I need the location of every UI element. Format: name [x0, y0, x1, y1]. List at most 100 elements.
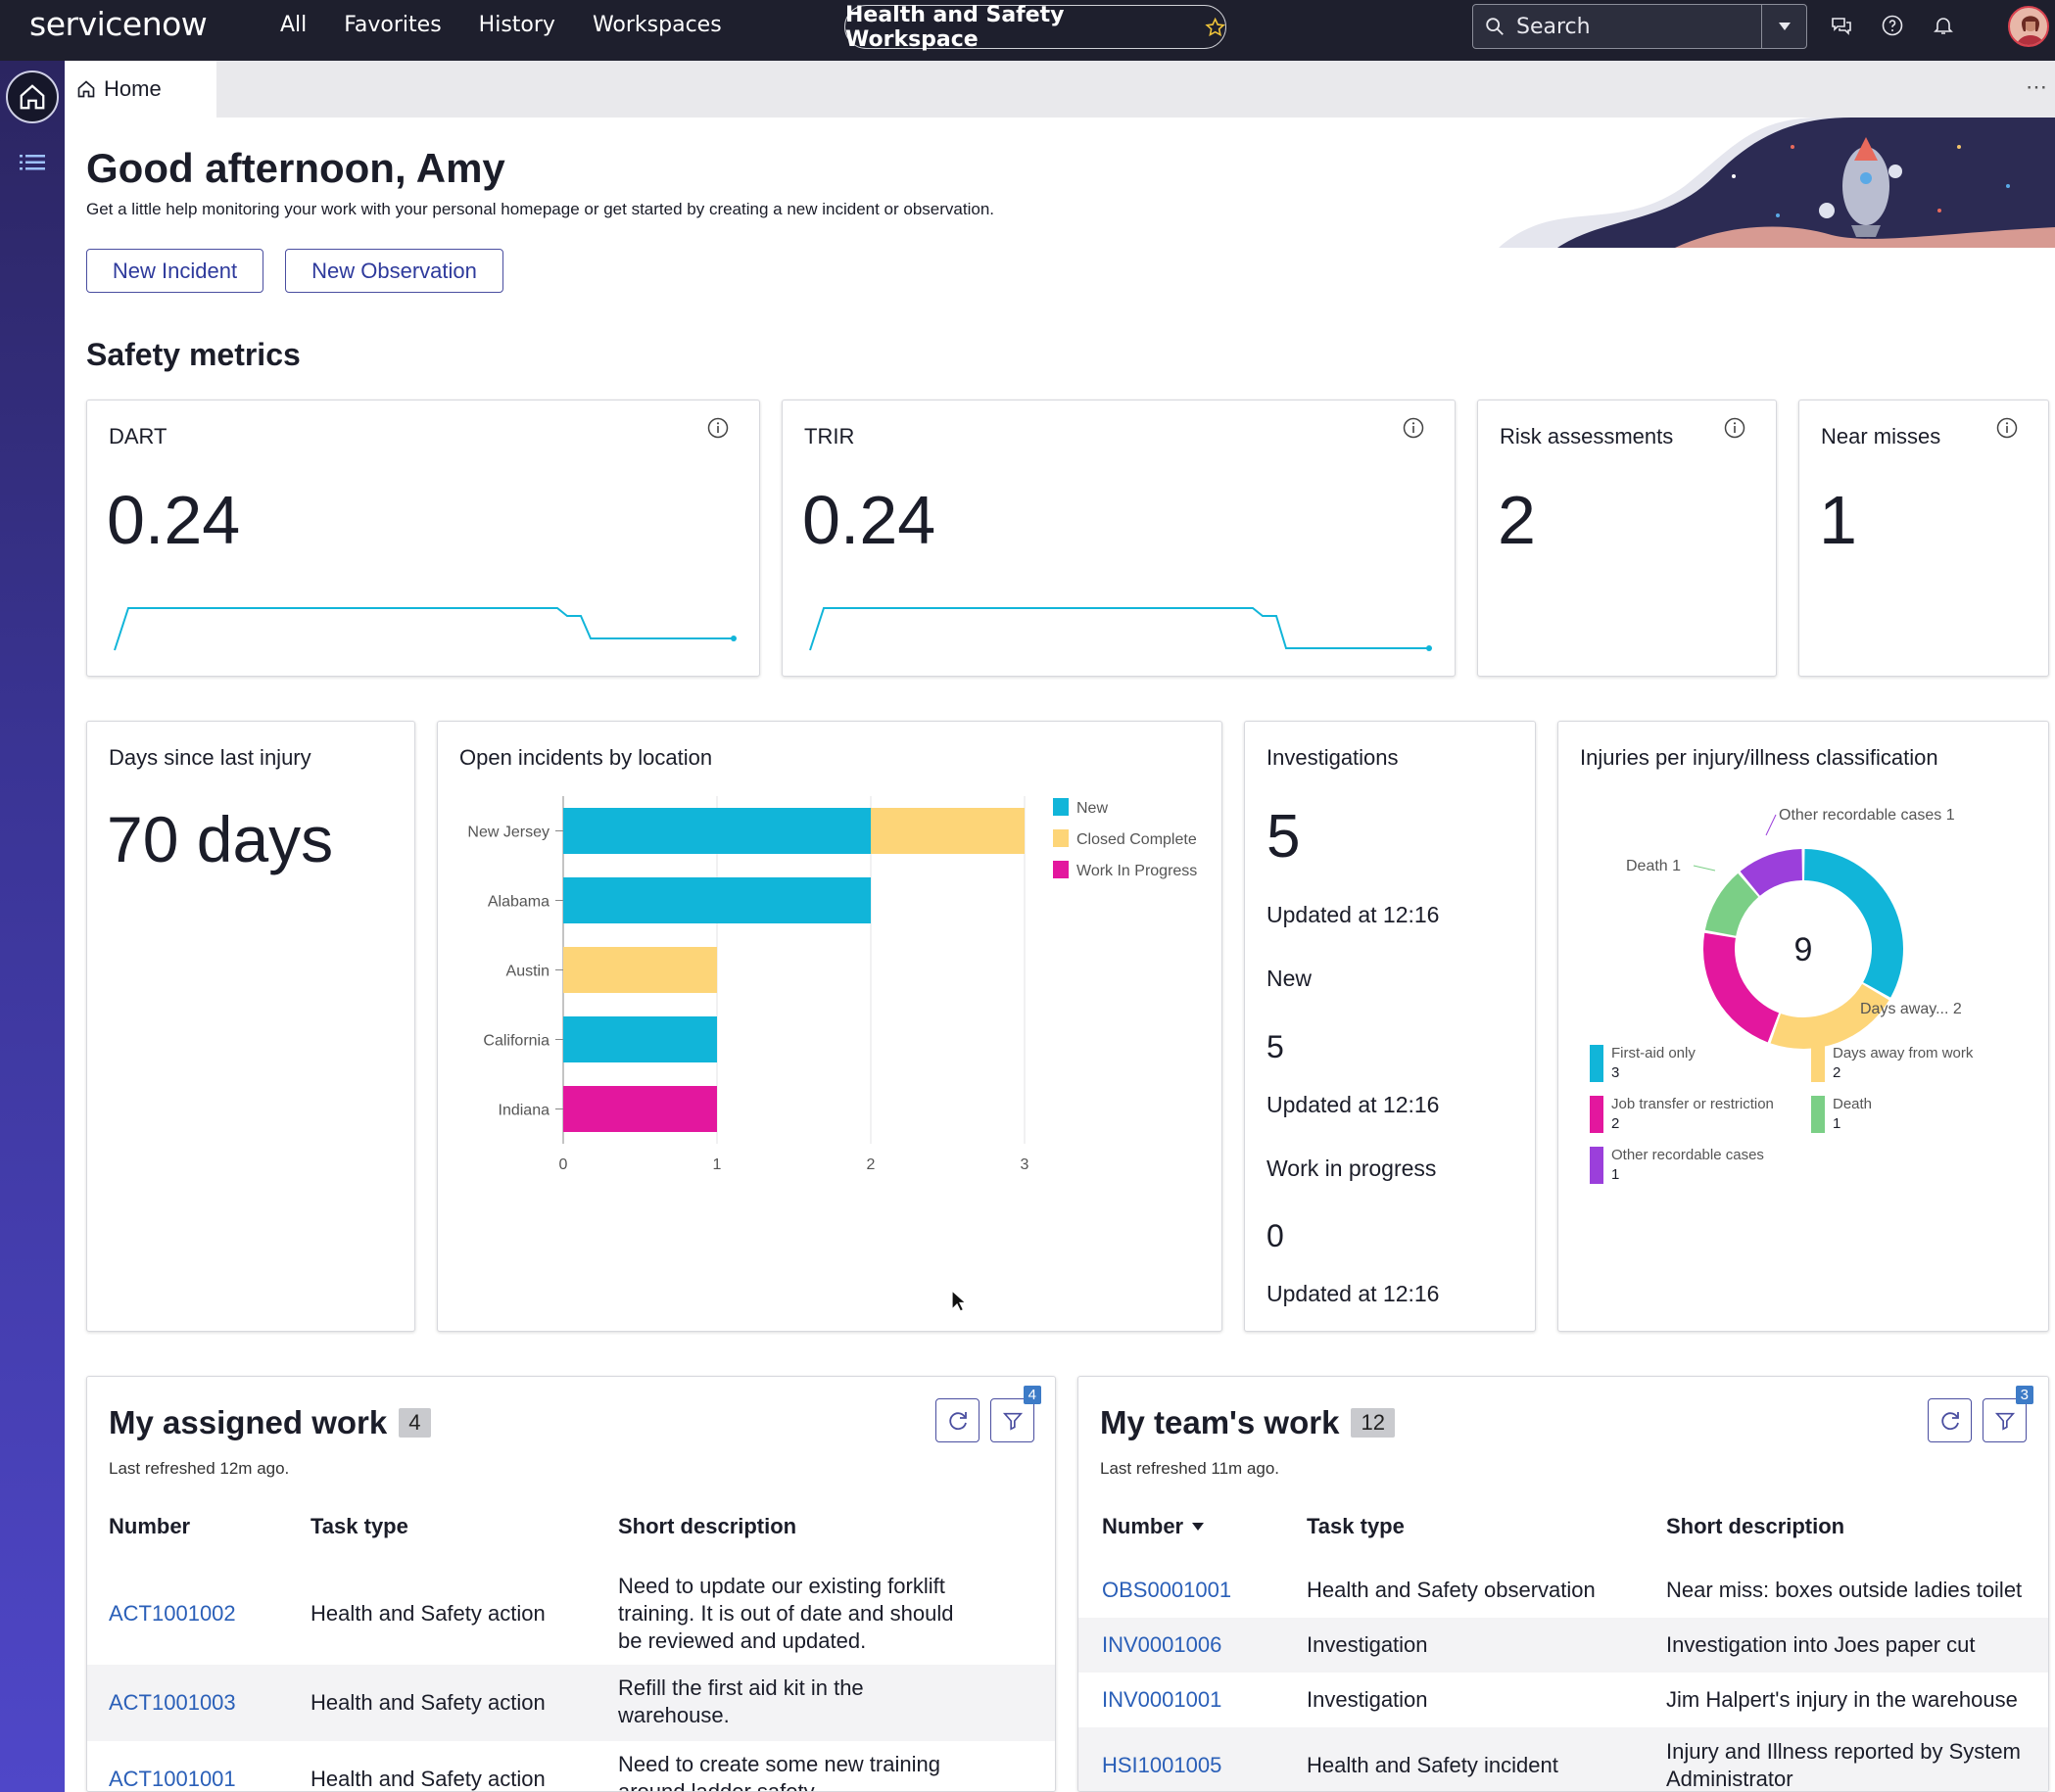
table-row[interactable]: ACT1001002 Health and Safety action Need… [87, 1563, 1055, 1665]
record-number-link[interactable]: ACT1001001 [109, 1767, 236, 1791]
table-row[interactable]: ACT1001003 Health and Safety action Refi… [87, 1665, 1055, 1741]
new-incident-button[interactable]: New Incident [86, 249, 263, 293]
new-observation-button[interactable]: New Observation [285, 249, 503, 293]
caret-down-icon [1778, 23, 1791, 30]
notification-bell-icon[interactable] [1932, 14, 1955, 37]
filter-button[interactable]: 3 [1983, 1386, 2033, 1442]
sort-descending-icon [1192, 1523, 1205, 1531]
menu-workspaces[interactable]: Workspaces [592, 13, 722, 37]
table-row[interactable]: ACT1001001 Health and Safety action Need… [87, 1741, 1055, 1791]
open-incidents-card[interactable]: Open incidents by location 0 1 2 3 New Jerse… [437, 721, 1222, 1332]
column-header-task-type[interactable]: Task type [311, 1514, 408, 1538]
description-line: be reviewed and updated. [618, 1628, 867, 1653]
legend-label: Work In Progress [1076, 863, 1197, 879]
global-search[interactable]: Search [1472, 4, 1807, 49]
dart-card[interactable]: DART 0.24 [86, 400, 760, 677]
legend-swatch [1811, 1096, 1825, 1133]
table-row[interactable]: INV0001006 Investigation Investigation i… [1078, 1618, 2048, 1673]
legend-swatch [1053, 829, 1069, 847]
filter-icon [1002, 1412, 1023, 1431]
callout-other-recordable: Other recordable cases 1 [1779, 807, 1955, 824]
team-work-title: My team's work 12 [1100, 1404, 1395, 1441]
column-header-short-description[interactable]: Short description [1666, 1514, 1845, 1538]
servicenow-logo[interactable]: servicenow [29, 5, 208, 43]
task-type-cell: Health and Safety action [311, 1601, 546, 1626]
list-rail-button[interactable] [18, 151, 47, 179]
legend-label: Other recordable cases [1611, 1147, 1764, 1163]
x-tick-label: 0 [559, 1156, 568, 1173]
workspace-pill[interactable]: Health and Safety Workspace [844, 3, 1226, 52]
user-avatar[interactable] [2008, 6, 2049, 47]
table-row[interactable]: OBS0001001 Health and Safety observation… [1078, 1563, 2048, 1618]
search-scope-dropdown[interactable] [1761, 5, 1806, 48]
home-rail-button[interactable] [6, 71, 59, 123]
investigations-wip-label: Work in progress [1266, 1155, 1437, 1181]
description-line: Need to create some new training [618, 1752, 940, 1776]
assigned-work-title-text: My assigned work [109, 1404, 388, 1440]
assigned-work-refreshed: Last refreshed 12m ago. [109, 1459, 290, 1478]
description-line: warehouse. [618, 1703, 730, 1727]
table-row[interactable]: HSI1001005 Health and Safety incident In… [1078, 1727, 2048, 1791]
search-input[interactable]: Search [1516, 14, 1591, 39]
bar-segment [563, 1016, 717, 1062]
menu-favorites[interactable]: Favorites [344, 13, 442, 37]
chat-icon[interactable] [1830, 14, 1853, 37]
info-icon[interactable] [1995, 416, 2019, 440]
column-header-task-type[interactable]: Task type [1307, 1514, 1405, 1538]
task-type-cell: Investigation [1307, 1687, 1428, 1712]
trir-sparkline [809, 607, 1432, 651]
record-number-link[interactable]: INV0001006 [1102, 1632, 1222, 1657]
tab-bar: Home ⋯ [65, 61, 2055, 118]
donut-slice [1704, 872, 1759, 936]
bar-segment [563, 947, 717, 993]
callout-death: Death 1 [1626, 858, 1681, 874]
trir-card[interactable]: TRIR 0.24 [782, 400, 1456, 677]
short-description-cell: Refill the first aid kit in the warehous… [618, 1674, 864, 1729]
column-header-number[interactable]: Number [109, 1514, 191, 1538]
mouse-cursor-icon [951, 1289, 968, 1312]
bar-segment [563, 877, 871, 923]
info-icon[interactable] [1402, 416, 1425, 440]
short-description-cell: Need to create some new training around … [618, 1751, 940, 1791]
menu-all[interactable]: All [280, 13, 308, 37]
open-incidents-bar-chart: 0 1 2 3 New Jersey Alabama Austin California Ind… [467, 796, 1197, 1173]
menu-history[interactable]: History [478, 13, 555, 37]
near-misses-card[interactable]: Near misses 1 [1798, 400, 2049, 677]
table-row[interactable]: INV0001001 Investigation Jim Halpert's i… [1078, 1673, 2048, 1727]
refresh-button[interactable] [1928, 1398, 1972, 1442]
info-icon[interactable] [706, 416, 730, 440]
legend-swatch [1590, 1045, 1603, 1082]
record-number-link[interactable]: OBS0001001 [1102, 1578, 1232, 1602]
legend-value: 1 [1833, 1115, 1840, 1132]
x-tick-label: 1 [713, 1156, 722, 1173]
record-number-link[interactable]: ACT1001003 [109, 1690, 236, 1715]
donut-slice [1804, 849, 1903, 998]
dart-value: 0.24 [107, 482, 241, 558]
column-header-short-description[interactable]: Short description [618, 1514, 797, 1538]
record-number-link[interactable]: HSI1001005 [1102, 1753, 1222, 1777]
refresh-button[interactable] [935, 1398, 980, 1442]
injuries-classification-card[interactable]: Injuries per injury/illness classificati… [1557, 721, 2049, 1332]
record-number-link[interactable]: INV0001001 [1102, 1687, 1222, 1712]
star-icon[interactable] [1205, 17, 1225, 38]
record-number-link[interactable]: ACT1001002 [109, 1601, 236, 1626]
description-line: Administrator [1666, 1767, 1793, 1791]
safety-metrics-heading: Safety metrics [86, 337, 301, 372]
y-category-label: Austin [506, 964, 550, 980]
column-header-number[interactable]: Number [1102, 1514, 1205, 1539]
callout-line [1765, 814, 1777, 836]
tab-home[interactable]: Home [65, 61, 216, 118]
risk-assessments-card[interactable]: Risk assessments 2 [1477, 400, 1777, 677]
x-tick-label: 3 [1021, 1156, 1029, 1173]
help-icon[interactable] [1881, 14, 1904, 37]
description-line: Injury and Illness reported by System [1666, 1739, 2021, 1764]
filter-button[interactable]: 4 [990, 1386, 1041, 1442]
investigations-card[interactable]: Investigations 5 Updated at 12:16 New 5 … [1244, 721, 1536, 1332]
short-description-cell: Injury and Illness reported by System Ad… [1666, 1738, 2021, 1791]
list-icon [20, 155, 45, 170]
description-line: training. It is out of date and should [618, 1601, 954, 1626]
days-since-injury-card[interactable]: Days since last injury 70 days [86, 721, 415, 1332]
legend-swatch [1053, 861, 1069, 878]
more-options-icon[interactable]: ⋯ [2026, 74, 2047, 99]
info-icon[interactable] [1723, 416, 1746, 440]
